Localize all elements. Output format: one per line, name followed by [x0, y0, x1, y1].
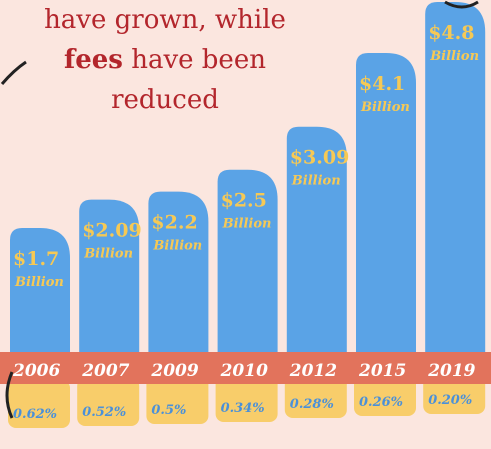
- year-label: 2015: [358, 361, 406, 381]
- year-band-layer: 2006 2007 2009 2010 2012 2015 2019: [0, 352, 491, 384]
- bar-value-label: $3.09: [290, 147, 350, 169]
- caption-fees-word: fees: [64, 45, 123, 75]
- bottom-arrow-icon: [5, 371, 14, 419]
- bar-unit-label: Billion: [152, 239, 202, 254]
- bar-2009: [148, 191, 209, 352]
- fee-label: 0.52%: [82, 405, 126, 420]
- caption-line-2: fees have been: [0, 40, 330, 80]
- decoration-layer: [0, 0, 479, 419]
- fee-label: 0.5%: [151, 403, 186, 418]
- fee-label: 0.26%: [359, 395, 403, 410]
- fee-label: 0.34%: [221, 401, 265, 416]
- year-label: 2009: [150, 361, 198, 381]
- top-arrow-icon: [444, 0, 479, 9]
- bar-2015: [356, 53, 416, 353]
- fee-box: [215, 374, 278, 422]
- year-label: 2007: [81, 361, 129, 381]
- fee-label: 0.62%: [13, 407, 57, 422]
- left-arrow-icon: [0, 60, 27, 85]
- bar-value-label: $2.09: [82, 220, 142, 242]
- bar-2012: [286, 126, 347, 352]
- bar-2006: [10, 228, 70, 352]
- fee-box: [8, 380, 70, 428]
- bar-2007: [79, 199, 140, 352]
- bar-unit-label: Billion: [360, 100, 410, 115]
- year-band: [0, 352, 491, 384]
- caption-line-2-rest: have been: [122, 45, 266, 75]
- bar-value-label: $2.5: [221, 190, 267, 212]
- bar-unit-label: Billion: [222, 217, 272, 232]
- fees-layer: 0.62% 0.52% 0.5% 0.34% 0.28% 0.26% 0.20%: [8, 366, 486, 428]
- fee-box: [77, 378, 140, 426]
- bar-unit-label: Billion: [291, 174, 341, 189]
- bar-value-label: $4.1: [359, 73, 405, 95]
- fee-label: 0.28%: [290, 397, 334, 412]
- bar-unit-label: Billion: [14, 275, 64, 290]
- caption-line-3: reduced: [111, 85, 219, 115]
- fee-box: [146, 376, 209, 424]
- year-label: 2006: [12, 361, 60, 381]
- bar-unit-label: Billion: [83, 247, 133, 262]
- caption-line-1: have grown, while: [44, 5, 286, 35]
- bar-unit-label: Billion: [429, 49, 479, 64]
- year-label: 2010: [220, 361, 268, 381]
- fee-label: 0.20%: [428, 393, 472, 408]
- bar-value-label: $2.2: [151, 212, 197, 234]
- bar-value-label: $1.7: [13, 248, 59, 270]
- caption: have grown, while fees have been reduced: [0, 0, 330, 120]
- year-label: 2019: [427, 361, 475, 381]
- bar-value-label: $4.8: [428, 22, 474, 44]
- bars-layer: $1.7 Billion $2.09 Billion $2.2 Billion $2.5 Bi…: [10, 2, 486, 353]
- year-label: 2012: [289, 361, 337, 381]
- bar-2019: [425, 2, 486, 352]
- bar-2010: [217, 169, 278, 352]
